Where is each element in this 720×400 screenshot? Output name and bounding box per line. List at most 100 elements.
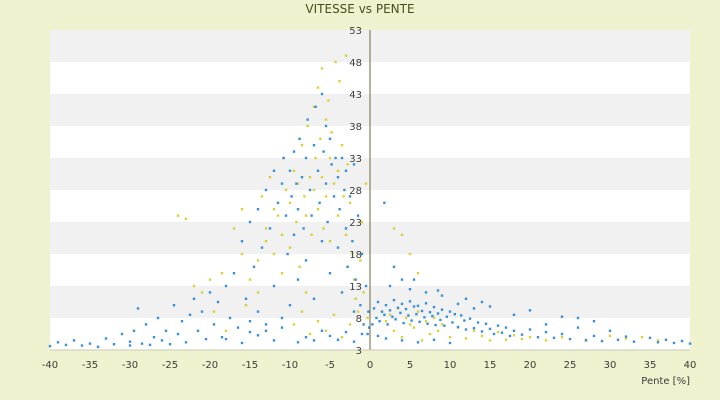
data-point xyxy=(428,311,432,314)
data-point xyxy=(48,344,52,348)
data-point xyxy=(520,337,524,341)
data-point xyxy=(592,320,596,323)
data-point xyxy=(344,227,348,230)
x-tick-label: -30 xyxy=(122,360,138,371)
data-point xyxy=(356,214,360,217)
data-point xyxy=(420,309,424,313)
data-point xyxy=(338,80,341,83)
y-tick-label: 23 xyxy=(349,218,362,229)
data-point xyxy=(380,310,384,313)
data-point xyxy=(168,343,172,346)
data-point xyxy=(448,310,452,313)
data-point xyxy=(552,336,556,340)
data-point xyxy=(340,291,344,294)
data-point xyxy=(298,137,301,140)
data-point xyxy=(310,214,313,217)
x-tick-label: -5 xyxy=(325,360,335,371)
data-point xyxy=(264,188,268,192)
data-point xyxy=(488,339,492,342)
data-point xyxy=(327,99,330,102)
y-tick-label: 53 xyxy=(349,26,362,37)
data-point xyxy=(264,323,268,326)
data-point xyxy=(228,316,232,320)
y-tick-label: 3 xyxy=(356,346,362,357)
data-point xyxy=(344,330,348,334)
data-point xyxy=(192,297,196,300)
data-point xyxy=(399,311,402,315)
data-point xyxy=(359,304,362,307)
data-point xyxy=(416,310,420,313)
x-tick-label: 40 xyxy=(684,360,697,371)
data-point xyxy=(256,208,260,211)
data-point xyxy=(404,307,408,311)
data-point xyxy=(306,124,309,128)
data-point xyxy=(376,334,380,338)
data-point xyxy=(310,233,313,236)
data-point xyxy=(88,342,92,345)
data-point xyxy=(608,334,612,338)
data-point xyxy=(423,316,426,319)
data-point xyxy=(352,278,356,281)
data-point xyxy=(324,124,328,128)
data-point xyxy=(616,338,620,341)
data-point xyxy=(608,329,612,332)
data-point xyxy=(464,337,468,340)
data-point xyxy=(324,329,328,332)
data-point xyxy=(672,341,676,345)
data-point xyxy=(316,86,320,89)
data-point xyxy=(488,305,492,308)
data-point xyxy=(402,321,405,325)
data-point xyxy=(348,195,352,198)
y-tick-label: 28 xyxy=(349,186,362,197)
data-point xyxy=(248,278,252,281)
x-tick-label: -20 xyxy=(202,360,218,371)
data-point xyxy=(348,323,352,326)
data-point xyxy=(192,284,196,288)
data-point xyxy=(512,313,516,316)
data-point xyxy=(460,314,463,317)
data-point xyxy=(448,336,452,339)
data-point xyxy=(338,208,341,211)
data-point xyxy=(280,316,284,320)
data-point xyxy=(468,317,472,320)
data-point xyxy=(504,338,508,341)
data-point xyxy=(378,320,381,323)
data-point xyxy=(372,307,376,310)
data-point xyxy=(248,320,252,323)
data-point xyxy=(212,323,216,326)
data-point xyxy=(407,314,410,317)
data-point xyxy=(688,342,692,345)
data-point xyxy=(264,227,268,230)
data-point xyxy=(316,169,320,172)
data-point xyxy=(295,220,298,224)
data-point xyxy=(448,341,452,345)
data-point xyxy=(330,131,333,134)
data-point xyxy=(384,320,388,323)
data-point xyxy=(354,278,357,281)
data-point xyxy=(400,339,404,342)
data-point xyxy=(296,208,300,211)
data-point xyxy=(312,188,316,192)
data-point xyxy=(440,308,444,311)
data-point xyxy=(592,334,596,338)
data-point xyxy=(404,316,408,320)
data-point xyxy=(136,307,140,310)
data-point xyxy=(240,252,244,256)
data-point xyxy=(318,201,321,204)
data-point xyxy=(176,214,180,217)
data-point xyxy=(416,272,420,275)
data-point xyxy=(132,329,136,332)
data-point xyxy=(396,306,400,309)
data-point xyxy=(308,188,312,192)
x-axis-label: Pente [%] xyxy=(641,376,690,387)
data-point xyxy=(240,240,244,243)
data-point xyxy=(464,297,468,300)
data-point xyxy=(104,337,108,340)
data-point xyxy=(152,336,156,339)
data-point xyxy=(328,272,332,275)
data-point xyxy=(112,343,116,346)
data-point xyxy=(336,176,340,179)
data-point xyxy=(232,227,236,230)
data-point xyxy=(394,318,397,321)
data-point xyxy=(330,163,333,166)
